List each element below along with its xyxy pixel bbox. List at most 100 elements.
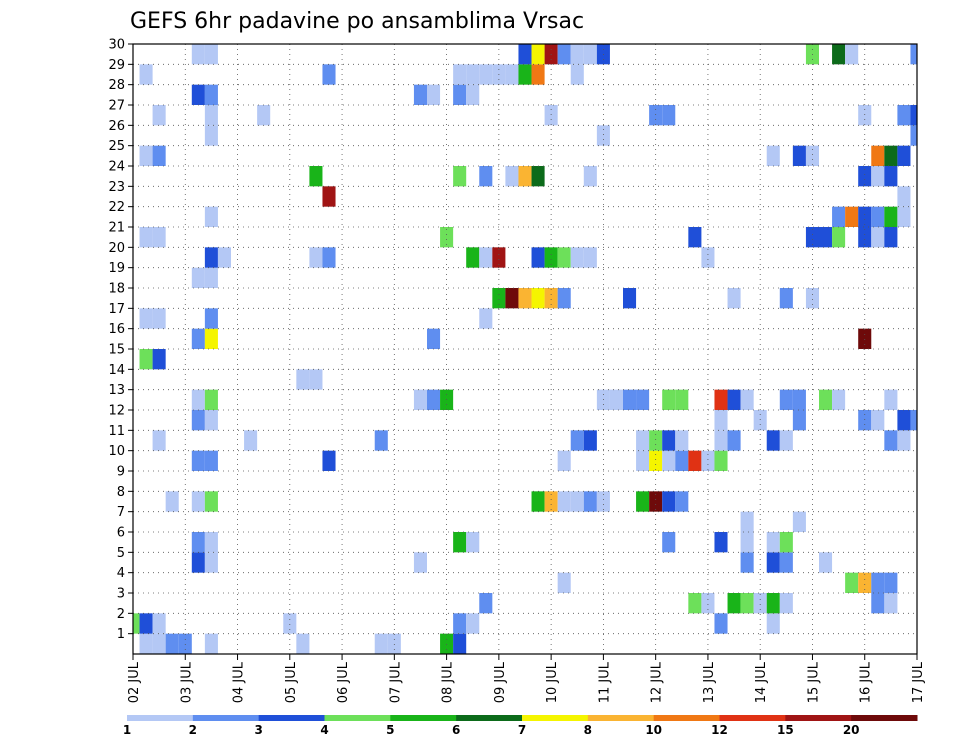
heatmap-cell [570,64,584,85]
heatmap-cell [505,64,519,85]
heatmap-cell [805,227,819,248]
colorbar-swatch [653,715,720,721]
heatmap-cell [152,349,166,370]
y-tick-label: 17 [108,302,125,317]
heatmap-cell [897,145,911,166]
heatmap-cell [479,247,493,268]
heatmap-cell [204,552,218,573]
heatmap-cell [296,633,310,654]
heatmap-cell [740,511,754,532]
y-tick-label: 25 [108,139,125,154]
heatmap-cell [204,308,218,329]
heatmap-cell [897,206,911,227]
heatmap-cell [871,593,885,614]
heatmap-cell [191,328,205,349]
heatmap-cell [191,267,205,288]
heatmap-cell [871,145,885,166]
heatmap-cell [440,227,454,248]
x-tick-label: 16 JUL [859,661,874,703]
heatmap-cell [871,572,885,593]
heatmap-cell [453,84,467,105]
heatmap-cell [518,64,532,85]
heatmap-cell [570,44,584,65]
heatmap-cell [832,206,846,227]
heatmap-cell [531,44,545,65]
colorbar-swatch [719,715,786,721]
heatmap-cell [427,84,441,105]
heatmap-cell [479,64,493,85]
x-tick-label: 03 JUL [179,661,194,703]
heatmap-cell [152,105,166,126]
heatmap-cell [701,593,715,614]
heatmap-cell [662,532,676,553]
heatmap-cell [322,450,336,471]
heatmap-cell [204,633,218,654]
heatmap-cell [701,247,715,268]
colorbar-tick-label: 1 [123,723,131,737]
heatmap-cell [766,552,780,573]
heatmap-cell [570,247,584,268]
heatmap-cell [152,613,166,634]
heatmap-cell [531,64,545,85]
heatmap-cell [191,532,205,553]
y-tick-label: 29 [108,58,125,73]
heatmap-cell [766,593,780,614]
heatmap-cell [152,145,166,166]
heatmap-cell [740,593,754,614]
x-tick-label: 15 JUL [806,661,821,703]
x-tick-label: 12 JUL [650,661,665,703]
y-tick-label: 14 [108,363,125,378]
heatmap-cell [819,227,833,248]
colorbar-legend: 1 2 3 4 5 6 7 8 10 12 15 20 [123,715,918,737]
x-tick-label: 05 JUL [284,661,299,703]
heatmap-cell [139,145,153,166]
heatmap-cell [832,227,846,248]
y-tick-label: 6 [117,526,125,541]
heatmap-cell [466,84,480,105]
heatmap-cell [714,389,728,410]
heatmap-cell [139,227,153,248]
heatmap-cell [897,186,911,207]
heatmap-cell [204,206,218,227]
heatmap-cell [897,430,911,451]
heatmap-cell [688,450,702,471]
heatmap-cell [557,44,571,65]
heatmap-cell [479,308,493,329]
heatmap-cell [204,247,218,268]
heatmap-cell [871,227,885,248]
heatmap-cell [387,633,401,654]
heatmap-cell [649,430,663,451]
x-tick-label: 13 JUL [702,661,717,703]
colorbar-tick-label: 12 [711,723,728,737]
y-tick-label: 11 [108,424,125,439]
heatmap-cell [753,593,767,614]
heatmap-cell [217,247,231,268]
y-tick-label: 1 [117,627,125,642]
heatmap-cell [662,105,676,126]
heatmap-cell [583,166,597,187]
heatmap-cell [244,430,258,451]
y-tick-label: 22 [108,200,125,215]
heatmap-cell [858,410,872,431]
heatmap-cell [453,166,467,187]
heatmap-cell [165,491,179,512]
heatmap-cell [453,633,467,654]
heatmap-cell [152,633,166,654]
heatmap-cell [753,410,767,431]
heatmap-cell [662,430,676,451]
heatmap-cell [675,389,689,410]
heatmap-cell [858,328,872,349]
heatmap-cell [152,430,166,451]
heatmap-cell [531,166,545,187]
heatmap-cell [453,532,467,553]
heatmap-cell [139,308,153,329]
colorbar-tick-label: 15 [777,723,794,737]
colorbar-tick-label: 6 [452,723,460,737]
colorbar-tick-label: 2 [189,723,197,737]
colorbar-swatch [390,715,457,721]
heatmap-cell [897,105,911,126]
heatmap-cell [191,552,205,573]
heatmap-cell [531,288,545,309]
heatmap-cell [309,369,323,390]
